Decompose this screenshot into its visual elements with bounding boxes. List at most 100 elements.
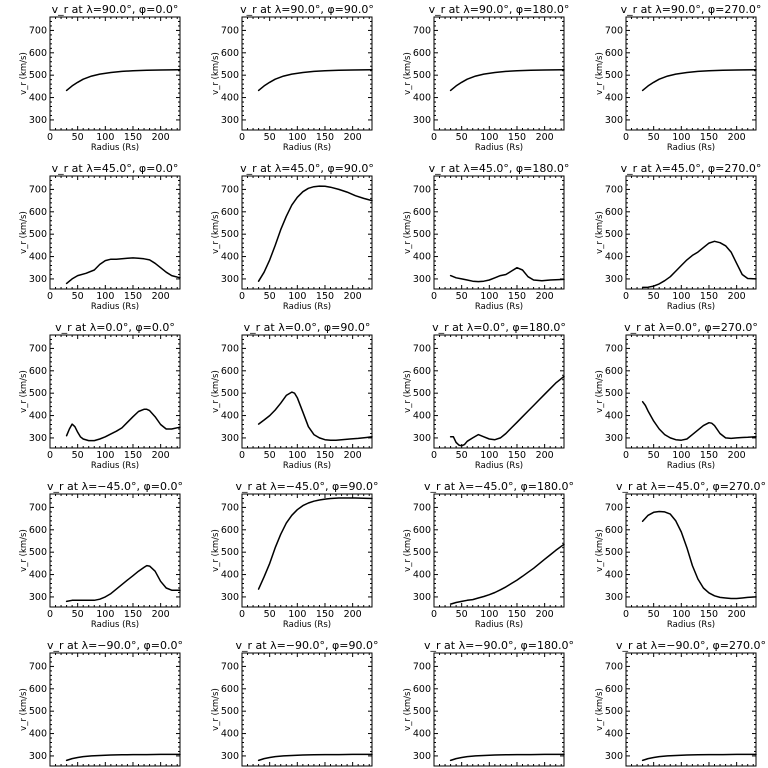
x-tick-label: 50 — [264, 291, 276, 302]
y-tick-label: 500 — [413, 229, 431, 240]
chart-panel: v_r at λ=90.0°, φ=180.0° 0 50 100 150 200 300 4… — [403, 3, 569, 153]
x-tick-label: 150 — [124, 132, 142, 143]
y-tick-label: 700 — [605, 661, 623, 672]
y-tick-label: 300 — [605, 433, 623, 444]
y-tick-label: 300 — [221, 115, 239, 126]
y-tick-label: 300 — [413, 115, 431, 126]
y-tick-label: 500 — [413, 547, 431, 558]
plot-frame — [49, 175, 181, 290]
series-line — [641, 510, 757, 600]
y-tick-label: 700 — [221, 25, 239, 36]
y-tick-label: 400 — [605, 252, 623, 263]
y-tick-label: 400 — [29, 252, 47, 263]
y-tick-label: 600 — [221, 366, 239, 377]
x-tick-label: 0 — [47, 291, 53, 302]
x-tick-label: 50 — [648, 132, 660, 143]
y-axis-label: v_r (km/s) — [211, 52, 221, 95]
plot-frame — [433, 16, 565, 131]
x-tick-label: 200 — [152, 132, 170, 143]
chart-panel: v_r at λ=90.0°, φ=0.0° 0 50 100 150 200 300 400… — [19, 3, 181, 153]
y-tick-label: 700 — [29, 502, 47, 513]
y-axis-label: v_r (km/s) — [19, 529, 29, 572]
x-axis-label: Radius (Rs) — [91, 143, 139, 153]
panel-title: v_r at λ=45.0°, φ=180.0° — [429, 162, 570, 175]
panel-title: v_r at λ=90.0°, φ=0.0° — [52, 3, 179, 16]
panel-title: v_r at λ=0.0°, φ=0.0° — [55, 321, 175, 334]
plot-frame — [625, 175, 757, 290]
y-tick-label: 300 — [29, 433, 47, 444]
x-tick-label: 0 — [623, 291, 629, 302]
y-tick-label: 600 — [29, 366, 47, 377]
plot-frame — [49, 334, 181, 449]
series-line — [257, 391, 373, 441]
y-tick-label: 400 — [29, 570, 47, 581]
x-tick-label: 150 — [700, 132, 718, 143]
y-tick-label: 300 — [605, 751, 623, 762]
y-tick-label: 400 — [29, 411, 47, 422]
x-tick-label: 200 — [536, 609, 554, 620]
x-tick-label: 100 — [480, 450, 498, 461]
y-tick-label: 400 — [605, 93, 623, 104]
x-tick-label: 0 — [623, 132, 629, 143]
y-tick-label: 500 — [605, 70, 623, 81]
y-tick-label: 300 — [605, 115, 623, 126]
series-line — [641, 400, 757, 441]
y-axis-label: v_r (km/s) — [595, 52, 605, 95]
plot-frame — [241, 16, 373, 131]
x-tick-label: 200 — [152, 450, 170, 461]
y-tick-label: 700 — [605, 184, 623, 195]
y-tick-label: 400 — [413, 252, 431, 263]
y-tick-label: 700 — [29, 184, 47, 195]
panel-title: v_r at λ=−90.0°, φ=0.0° — [47, 639, 183, 652]
x-tick-label: 100 — [96, 132, 114, 143]
panel-title: v_r at λ=−90.0°, φ=270.0° — [616, 639, 766, 652]
chart-panel: v_r at λ=0.0°, φ=180.0° 0 50 100 150 200 300 40… — [403, 321, 566, 471]
y-tick-label: 500 — [221, 229, 239, 240]
chart-panel: v_r at λ=45.0°, φ=90.0° 0 50 100 150 200 300 40… — [211, 162, 374, 312]
y-tick-label: 500 — [29, 229, 47, 240]
series-line — [449, 753, 565, 762]
x-axis-label: Radius (Rs) — [475, 461, 523, 471]
series-line — [449, 375, 565, 447]
y-tick-label: 400 — [413, 93, 431, 104]
x-axis-label: Radius (Rs) — [91, 620, 139, 630]
y-tick-label: 700 — [221, 502, 239, 513]
y-tick-label: 400 — [29, 729, 47, 740]
x-tick-label: 100 — [672, 132, 690, 143]
y-tick-label: 400 — [413, 411, 431, 422]
x-tick-label: 50 — [264, 609, 276, 620]
y-tick-label: 700 — [413, 661, 431, 672]
plot-frame — [433, 334, 565, 449]
y-tick-label: 600 — [29, 207, 47, 218]
y-tick-label: 700 — [29, 25, 47, 36]
panel-title: v_r at λ=−45.0°, φ=270.0° — [616, 480, 766, 493]
plot-frame — [625, 493, 757, 608]
y-tick-label: 700 — [221, 343, 239, 354]
plot-frame — [625, 334, 757, 449]
y-axis-label: v_r (km/s) — [211, 370, 221, 413]
x-axis-label: Radius (Rs) — [283, 461, 331, 471]
x-axis-label: Radius (Rs) — [91, 302, 139, 312]
chart-panel: v_r at λ=45.0°, φ=0.0° 0 50 100 150 200 300 400… — [19, 162, 181, 312]
y-tick-label: 300 — [29, 115, 47, 126]
x-tick-label: 0 — [47, 609, 53, 620]
x-tick-label: 100 — [480, 609, 498, 620]
y-tick-label: 500 — [29, 70, 47, 81]
panel-title: v_r at λ=−45.0°, φ=0.0° — [47, 480, 183, 493]
y-tick-label: 600 — [221, 684, 239, 695]
plot-frame — [433, 493, 565, 608]
y-axis-label: v_r (km/s) — [403, 52, 413, 95]
y-tick-label: 700 — [29, 661, 47, 672]
y-tick-label: 300 — [29, 274, 47, 285]
y-tick-label: 600 — [221, 207, 239, 218]
y-tick-label: 400 — [221, 411, 239, 422]
x-tick-label: 150 — [508, 609, 526, 620]
x-axis-label: Radius (Rs) — [475, 302, 523, 312]
panel-title: v_r at λ=−45.0°, φ=180.0° — [424, 480, 574, 493]
panel-title: v_r at λ=45.0°, φ=0.0° — [52, 162, 179, 175]
y-tick-label: 600 — [221, 48, 239, 59]
chart-panel: v_r at λ=90.0°, φ=270.0° 0 50 100 150 200 300 4… — [595, 3, 761, 153]
x-tick-label: 200 — [152, 291, 170, 302]
chart-panel: v_r at λ=0.0°, φ=270.0° 0 50 100 150 200 300 40… — [595, 321, 758, 471]
